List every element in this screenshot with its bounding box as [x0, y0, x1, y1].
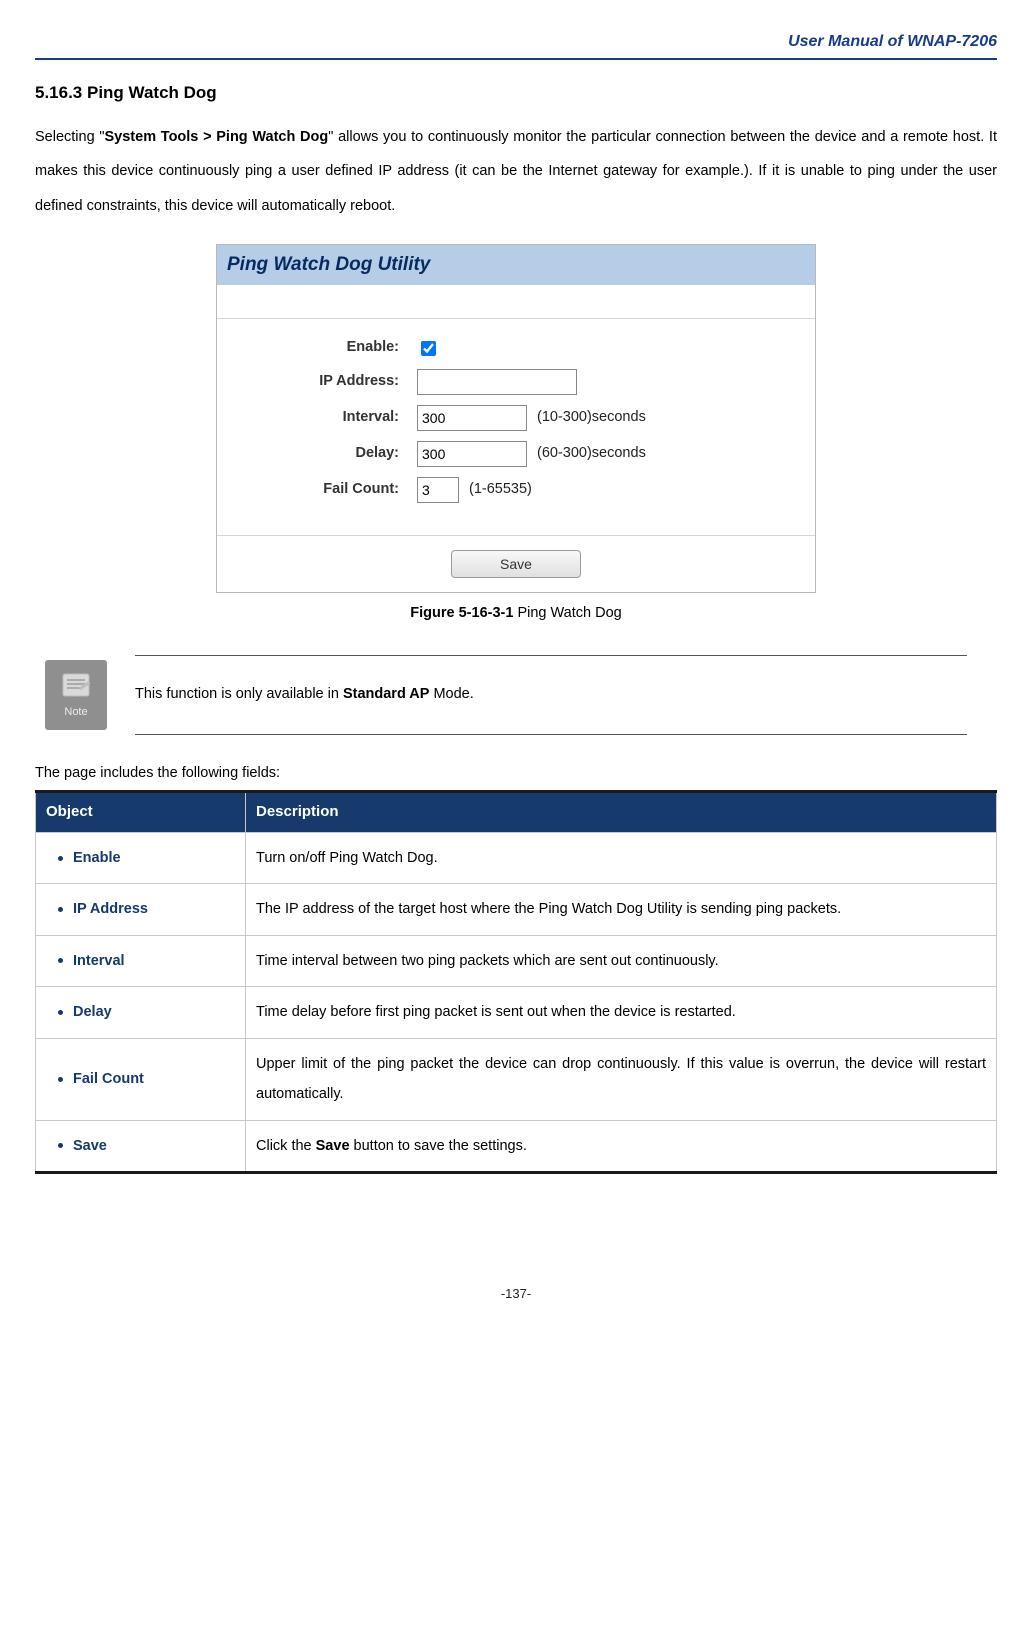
table-row: Fail Count Upper limit of the ping packet… — [36, 1038, 997, 1120]
label-ip: IP Address: — [237, 371, 417, 393]
cell-description: Click the Save button to save the settin… — [246, 1120, 997, 1172]
label-delay: Delay: — [237, 443, 417, 465]
desc-post: button to save the settings. — [350, 1138, 527, 1154]
figure-label: Figure 5-16-3-1 — [410, 605, 513, 621]
cell-object: IP Address — [36, 884, 246, 935]
note-text: This function is only available in Stand… — [135, 655, 967, 735]
row-enable: Enable: — [237, 337, 795, 359]
page-number: -137- — [35, 1284, 997, 1304]
utility-blank-strip — [217, 285, 815, 319]
label-enable: Enable: — [237, 337, 417, 359]
save-button[interactable]: Save — [451, 550, 581, 578]
cell-description: Time interval between two ping packets w… — [246, 935, 997, 986]
failcount-input[interactable] — [417, 477, 459, 503]
cell-description: The IP address of the target host where … — [246, 884, 997, 935]
table-row: IP Address The IP address of the target h… — [36, 884, 997, 935]
utility-footer: Save — [217, 536, 815, 592]
note-box: Note This function is only available in … — [45, 655, 967, 735]
header-title: User Manual of WNAP-7206 — [788, 33, 997, 50]
note-icon: Note — [45, 660, 107, 730]
cell-object: Enable — [36, 832, 246, 883]
table-body: EnableTurn on/off Ping Watch Dog.IP Addr… — [36, 832, 997, 1172]
object-label: Interval — [73, 953, 125, 969]
utility-titlebar: Ping Watch Dog Utility — [217, 245, 815, 286]
table-row: Delay Time delay before first ping packet… — [36, 987, 997, 1038]
object-label: Enable — [73, 850, 121, 866]
fields-intro: The page includes the following fields: — [35, 763, 997, 785]
row-failcount: Fail Count: (1-65535) — [237, 477, 795, 503]
table-row: SaveClick the Save button to save the se… — [36, 1120, 997, 1172]
note-post: Mode. — [429, 686, 473, 702]
cell-object: Save — [36, 1120, 246, 1172]
bullet-icon — [58, 1010, 63, 1015]
label-failcount: Fail Count: — [237, 479, 417, 501]
table-header-row: Object Description — [36, 792, 997, 833]
table-row: Interval Time interval between two ping p… — [36, 935, 997, 986]
bullet-icon — [58, 1077, 63, 1082]
cell-object: Fail Count — [36, 1038, 246, 1120]
row-ip: IP Address: — [237, 369, 795, 395]
desc-pre: Click the — [256, 1138, 316, 1154]
object-label: Save — [73, 1138, 107, 1154]
row-interval: Interval: (10-300)seconds — [237, 405, 795, 431]
hint-delay: (60-300)seconds — [537, 443, 646, 465]
utility-panel: Ping Watch Dog Utility Enable: IP Addres… — [216, 244, 816, 593]
object-label: IP Address — [73, 901, 148, 917]
bullet-icon — [58, 958, 63, 963]
cell-description: Time delay before first ping packet is s… — [246, 987, 997, 1038]
cell-object: Delay — [36, 987, 246, 1038]
label-interval: Interval: — [237, 407, 417, 429]
object-label: Delay — [73, 1004, 112, 1020]
row-delay: Delay: (60-300)seconds — [237, 441, 795, 467]
bullet-icon — [58, 856, 63, 861]
cell-description: Upper limit of the ping packet the devic… — [246, 1038, 997, 1120]
figure-caption: Figure 5-16-3-1 Ping Watch Dog — [35, 603, 997, 625]
hint-interval: (10-300)seconds — [537, 407, 646, 429]
ip-input[interactable] — [417, 369, 577, 395]
table-row: Enable Turn on/off Ping Watch Dog. — [36, 832, 997, 883]
th-object: Object — [36, 792, 246, 833]
intro-paragraph: Selecting "System Tools > Ping Watch Dog… — [35, 120, 997, 224]
description-table: Object Description Enable Turn on/off Pin… — [35, 790, 997, 1174]
enable-checkbox[interactable] — [421, 341, 436, 356]
note-bold: Standard AP — [343, 686, 429, 702]
utility-body: Enable: IP Address: Interval: (10-300)se… — [217, 319, 815, 536]
note-icon-label: Note — [64, 704, 87, 721]
intro-pre: Selecting " — [35, 129, 105, 145]
bullet-icon — [58, 907, 63, 912]
figure-text: Ping Watch Dog — [513, 605, 621, 621]
cell-description: Turn on/off Ping Watch Dog. — [246, 832, 997, 883]
note-pre: This function is only available in — [135, 686, 343, 702]
desc-bold: Save — [316, 1138, 350, 1154]
intro-bold: System Tools > Ping Watch Dog — [105, 129, 329, 145]
interval-input[interactable] — [417, 405, 527, 431]
delay-input[interactable] — [417, 441, 527, 467]
hint-failcount: (1-65535) — [469, 479, 532, 501]
bullet-icon — [58, 1143, 63, 1148]
object-label: Fail Count — [73, 1071, 144, 1087]
notepad-icon — [59, 670, 93, 700]
page-header: User Manual of WNAP-7206 — [35, 30, 997, 60]
cell-object: Interval — [36, 935, 246, 986]
section-heading: 5.16.3 Ping Watch Dog — [35, 80, 997, 106]
th-description: Description — [246, 792, 997, 833]
